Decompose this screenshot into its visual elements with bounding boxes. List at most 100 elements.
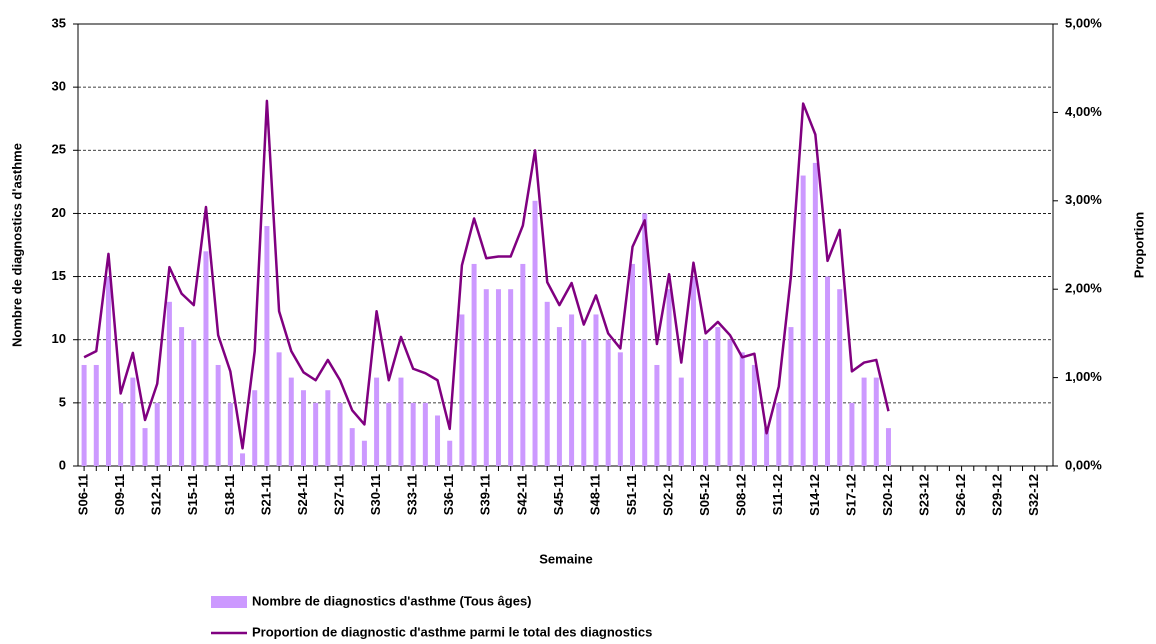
y-tick-label: 15 — [52, 268, 66, 283]
x-tick-label: S30-11 — [368, 474, 383, 515]
x-tick-label: S06-11 — [76, 474, 91, 515]
legend-swatch — [211, 596, 247, 608]
y-tick-label: 0 — [59, 457, 66, 472]
bar — [166, 301, 172, 466]
bar — [727, 339, 733, 466]
bar — [885, 428, 891, 466]
x-tick-label: S15-11 — [185, 474, 200, 515]
bar — [715, 327, 721, 466]
x-tick-label: S12-11 — [149, 474, 164, 515]
bar — [520, 263, 526, 466]
x-tick-label: S05-12 — [697, 474, 712, 516]
x-tick-label: S08-12 — [734, 474, 749, 516]
bar — [349, 428, 355, 466]
bar — [313, 402, 319, 466]
bar — [142, 428, 148, 466]
bar — [581, 339, 587, 466]
bar — [240, 453, 246, 466]
bar — [703, 339, 709, 466]
bar — [337, 402, 343, 466]
x-tick-label: S20-12 — [880, 474, 895, 516]
bar — [118, 402, 124, 466]
x-tick-label: S18-11 — [222, 474, 237, 515]
bar — [873, 377, 879, 466]
bar — [105, 276, 111, 466]
plot-frame — [77, 23, 1054, 467]
bar — [227, 402, 233, 466]
bar — [544, 301, 550, 466]
bar — [264, 226, 270, 466]
x-tick-label: S17-12 — [843, 474, 858, 516]
bar — [739, 352, 745, 466]
bar — [788, 327, 794, 466]
bar — [556, 327, 562, 466]
bar — [593, 314, 599, 466]
bar — [751, 364, 757, 466]
y2-tick-label: 2,00% — [1065, 281, 1102, 296]
line — [83, 99, 890, 450]
x-tick-label: S26-12 — [953, 474, 968, 516]
bar — [325, 390, 331, 466]
y2-tick-label: 0,00% — [1065, 457, 1102, 472]
bar — [276, 352, 282, 466]
bar — [398, 377, 404, 466]
bar — [410, 402, 416, 466]
bar — [569, 314, 575, 466]
bar — [447, 440, 453, 466]
y2-tick-label: 1,00% — [1065, 369, 1102, 384]
bar — [800, 175, 806, 467]
bar — [764, 428, 770, 466]
bar — [130, 377, 136, 466]
y-tick-label: 5 — [59, 394, 66, 409]
y2-tick-label: 4,00% — [1065, 104, 1102, 119]
y2-axis-title: Proportion — [1131, 212, 1146, 278]
x-tick-label: S24-11 — [295, 474, 310, 515]
y-axis-title: Nombre de diagnostics d'asthme — [9, 143, 24, 347]
x-tick-label: S23-12 — [916, 474, 931, 516]
bar — [605, 339, 611, 466]
bar — [532, 200, 538, 467]
y2-tick-label: 3,00% — [1065, 192, 1102, 207]
y-tick-label: 10 — [52, 331, 66, 346]
y-tick-label: 35 — [52, 15, 66, 30]
bar — [435, 415, 441, 466]
x-tick-label: S36-11 — [441, 474, 456, 515]
bar — [386, 402, 392, 466]
legend-label: Nombre de diagnostics d'asthme (Tous âge… — [252, 593, 532, 608]
bar — [630, 263, 636, 466]
x-tick-label: S45-11 — [551, 474, 566, 515]
bar — [288, 377, 294, 466]
bar — [191, 339, 197, 466]
x-tick-label: S09-11 — [112, 474, 127, 515]
bar — [508, 289, 514, 466]
x-tick-label: S39-11 — [478, 474, 493, 515]
legend-label: Proportion de diagnostic d'asthme parmi … — [252, 624, 652, 639]
x-tick-label: S02-12 — [661, 474, 676, 516]
bar — [812, 162, 818, 466]
bar — [459, 314, 465, 466]
bar — [361, 440, 367, 466]
bar — [666, 289, 672, 466]
x-tick-label: S42-11 — [514, 474, 529, 515]
bar — [374, 377, 380, 466]
x-tick-label: S29-12 — [990, 474, 1005, 516]
x-tick-label: S21-11 — [258, 474, 273, 515]
bar — [825, 276, 831, 466]
bar — [422, 402, 428, 466]
y2-tick-label: 5,00% — [1065, 15, 1102, 30]
x-tick-label: S14-12 — [807, 474, 822, 516]
bar — [678, 377, 684, 466]
bar — [690, 276, 696, 466]
y-tick-label: 20 — [52, 205, 66, 220]
x-tick-label: S32-12 — [1026, 474, 1041, 516]
bar — [776, 402, 782, 466]
x-axis-title: Semaine — [539, 551, 592, 566]
bar — [179, 327, 185, 466]
y-tick-label: 30 — [52, 79, 66, 94]
bar — [93, 364, 99, 466]
bar — [837, 289, 843, 466]
bar — [654, 364, 660, 466]
x-tick-label: S48-11 — [587, 474, 602, 515]
bar — [471, 263, 477, 466]
x-tick-label: S51-11 — [624, 474, 639, 515]
